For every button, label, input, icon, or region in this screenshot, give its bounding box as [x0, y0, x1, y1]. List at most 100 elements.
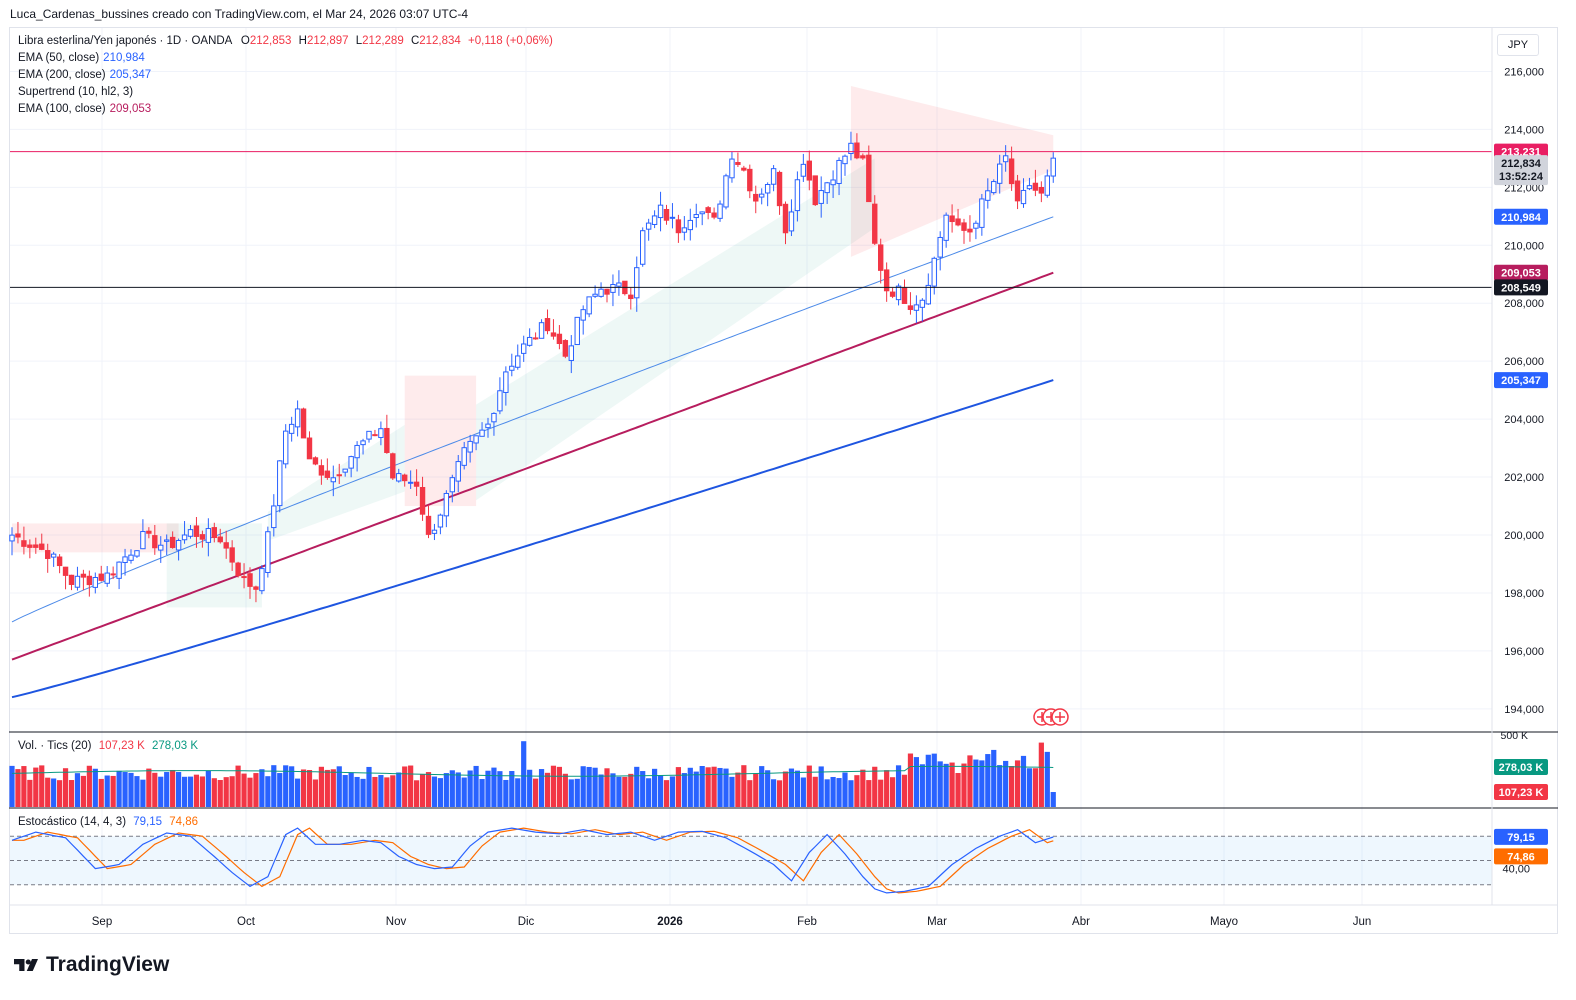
candle-body: [98, 573, 104, 581]
volume-bar: [735, 772, 741, 807]
volume-bar: [1020, 755, 1027, 807]
candle-body: [895, 285, 902, 301]
candle-body: [800, 163, 807, 177]
candle-body: [794, 179, 801, 212]
tradingview-logo[interactable]: TradingView: [12, 953, 169, 977]
legend-ema50[interactable]: EMA (50, close) 210,984: [18, 50, 145, 67]
volume-bar: [1032, 768, 1038, 807]
badge-stoch-k-text: 79,15: [1507, 832, 1535, 844]
volume-bar: [1038, 742, 1044, 807]
volume-bar: [753, 773, 759, 807]
candle-body: [211, 527, 218, 539]
candle-body: [312, 457, 319, 465]
volume-bar: [646, 778, 652, 807]
volume-bar: [164, 772, 170, 807]
candle-body: [598, 288, 604, 297]
candle-body: [1038, 186, 1045, 194]
volume-bar: [890, 777, 896, 807]
volume-bar: [842, 772, 848, 807]
candle-body: [776, 171, 783, 207]
stoch-band: [10, 836, 1492, 885]
candle-body: [50, 553, 57, 558]
candle-body: [824, 182, 830, 194]
legend-ema200[interactable]: EMA (200, close) 205,347: [18, 67, 151, 84]
price-tick-label: 206,000: [1504, 356, 1544, 368]
volume-bar: [771, 779, 777, 807]
candle-body: [152, 535, 158, 549]
legend-stoch-d: 74,86: [169, 816, 198, 828]
candle-body: [265, 531, 271, 574]
volume-bar: [205, 770, 211, 807]
volume-bar: [967, 755, 973, 807]
candle-body: [294, 408, 301, 428]
legend-stochastic[interactable]: Estocástico (14, 4, 3) 79,15 74,86: [18, 814, 198, 831]
legend-ema50-label: EMA (50, close): [18, 52, 100, 64]
legend-supertrend[interactable]: Supertrend (10, hl2, 3): [18, 84, 133, 101]
price-tick-label: 208,000: [1504, 298, 1544, 310]
candle-body: [443, 492, 450, 517]
candle-body: [300, 408, 307, 439]
candle-body: [812, 175, 818, 206]
candle-body: [1008, 158, 1015, 185]
candle-body: [889, 291, 896, 297]
volume-bar: [384, 777, 390, 807]
candle-body: [74, 575, 81, 588]
candle-body: [116, 561, 122, 579]
tradingview-logo-icon: [14, 959, 38, 971]
candle-body: [961, 222, 967, 231]
volume-bar: [431, 776, 438, 807]
time-tick-label: 2026: [657, 916, 683, 928]
candle-body: [413, 481, 420, 487]
volume-bar: [812, 776, 818, 807]
candle-body: [866, 154, 872, 203]
badge-ema200: 205,347: [1494, 372, 1548, 389]
candle-body: [818, 190, 824, 204]
volume-bar: [747, 780, 753, 807]
legend-h-label: H: [298, 35, 307, 47]
volume-bar: [568, 779, 574, 807]
candle-body: [693, 214, 699, 219]
candle-body: [467, 440, 473, 453]
badge-ema50-bg: [1494, 208, 1548, 225]
volume-bar: [884, 770, 890, 807]
legend-volume-value2: 278,03 K: [151, 740, 198, 752]
badge-last-price-text: 212,834: [1501, 158, 1542, 170]
volume-bar: [776, 780, 783, 807]
time-tick-label: Abr: [1072, 916, 1090, 928]
volume-bar: [741, 765, 747, 807]
volume-bar: [1044, 751, 1050, 807]
currency-button[interactable]: JPY: [1497, 34, 1539, 56]
badge-ema50-text: 210,984: [1501, 212, 1542, 224]
legend-symbol[interactable]: Libra esterlina/Yen japonés · 1D · OANDA: [18, 35, 232, 47]
volume-bar: [913, 757, 919, 807]
candle-body: [943, 214, 949, 241]
price-tick-label: 216,000: [1504, 66, 1544, 78]
volume-bar: [21, 766, 27, 807]
candle-body: [461, 447, 467, 466]
candle-body: [164, 539, 170, 542]
candle-body: [431, 529, 438, 534]
badge-ema100-bg: [1494, 264, 1548, 281]
candle-body: [747, 168, 753, 192]
volume-bar: [491, 767, 497, 807]
volume-bar: [925, 754, 931, 807]
legend-ema100[interactable]: EMA (100, close) 209,053: [18, 101, 151, 118]
badge-stoch-k: 79,15: [1494, 828, 1548, 845]
ema50-line: [11, 216, 1054, 623]
volume-bar: [687, 767, 693, 807]
volume-bar: [414, 780, 420, 807]
volume-bar: [860, 769, 866, 807]
legend-ema200-label: EMA (200, close): [18, 69, 106, 81]
candle-body: [907, 305, 914, 310]
volume-bar: [503, 779, 509, 807]
candle-body: [634, 267, 640, 299]
candle-body: [610, 283, 616, 293]
legend-volume[interactable]: Vol. · Tics (20) 107,23 K 278,03 K: [18, 738, 198, 755]
candle-body: [193, 525, 200, 537]
candle-body: [717, 203, 723, 219]
badge-volume-ma-bg: [1494, 759, 1548, 775]
volume-bar: [68, 780, 75, 807]
volume-bar: [574, 778, 580, 807]
time-tick-label: Feb: [797, 916, 817, 928]
